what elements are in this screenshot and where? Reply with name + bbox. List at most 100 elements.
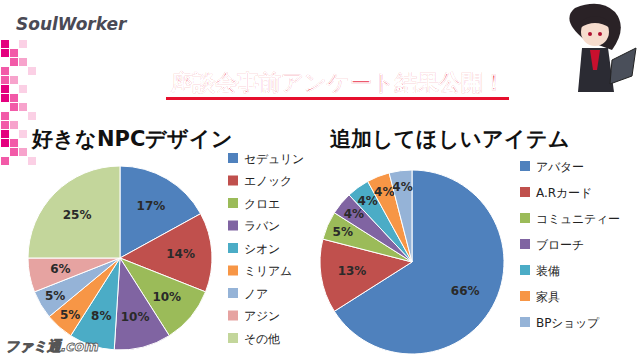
hair xyxy=(569,4,620,50)
pixel-square xyxy=(19,130,27,138)
decoration xyxy=(1,40,36,165)
pixel-square xyxy=(1,76,9,84)
legend-label: 家具 xyxy=(536,290,560,304)
data-label: 4% xyxy=(344,207,364,221)
chart-title: 追加してほしいアイテム xyxy=(330,127,570,151)
legend-label: エノック xyxy=(244,174,292,188)
pixel-square xyxy=(10,103,18,111)
legend-swatch xyxy=(228,288,238,298)
pixel-square xyxy=(1,130,9,138)
pie-slice xyxy=(389,170,412,262)
pixel-square xyxy=(1,85,9,93)
pixel-square xyxy=(1,139,9,147)
legend: アバター A.Rカードコミュニティーブローチ装備家具 BPショップ xyxy=(520,160,620,330)
legend-label: セデュリン xyxy=(244,152,304,166)
pixel-square xyxy=(19,85,27,93)
slices xyxy=(28,166,212,350)
data-labels: 17%14%10%10%8%5%5%6%25% xyxy=(45,199,195,324)
data-label: 14% xyxy=(166,247,195,261)
legend-swatch xyxy=(520,291,530,301)
data-label: 6% xyxy=(50,262,70,276)
legend-label: ブローチ xyxy=(536,238,584,252)
bangs xyxy=(580,16,610,28)
title-underline xyxy=(166,97,509,100)
legend-swatch xyxy=(228,176,238,186)
pie-chart: 追加してほしいアイテム66%13%5%4%4%4%4%アバターA.Rカードコミュ… xyxy=(320,127,620,354)
pixel-square xyxy=(10,76,18,84)
pixel-square xyxy=(28,157,36,165)
legend-label: ノア xyxy=(244,287,268,301)
legend-swatch xyxy=(520,317,530,327)
legend-swatch xyxy=(520,239,530,249)
body xyxy=(578,48,614,92)
logo: SoulWorker xyxy=(16,14,128,34)
pixel-square xyxy=(1,67,9,75)
data-label: 5% xyxy=(60,308,80,322)
pixel-square xyxy=(1,112,9,120)
data-label: 13% xyxy=(338,264,367,278)
legend-swatch xyxy=(228,243,238,253)
legend-swatch xyxy=(228,153,238,163)
ribbon xyxy=(590,50,600,70)
data-label: 10% xyxy=(152,290,181,304)
pixel-square xyxy=(10,58,18,66)
legend-swatch xyxy=(228,311,238,321)
data-label: 10% xyxy=(121,310,150,324)
character-illustration xyxy=(569,4,636,92)
legend-swatch xyxy=(520,265,530,275)
legend-label: コミュニティー xyxy=(536,212,620,226)
legend-label: BPショップ xyxy=(536,316,600,330)
legend-label: 装備 xyxy=(536,264,560,278)
legend-swatch xyxy=(228,198,238,208)
weapon xyxy=(610,48,636,84)
data-labels: 66%13%5%4%4%4%4% xyxy=(333,180,480,298)
pixel-square xyxy=(10,139,18,147)
legend-swatch xyxy=(520,187,530,197)
data-label: 5% xyxy=(333,225,353,239)
pixel-square xyxy=(19,40,27,48)
pie-slice xyxy=(114,258,169,350)
legend-label: ミリアム xyxy=(244,264,292,278)
legend-label: その他 xyxy=(244,332,280,346)
pie-slice xyxy=(28,258,120,292)
eye xyxy=(598,32,602,36)
pixel-square xyxy=(1,40,9,48)
legend-label: A.Rカード xyxy=(536,186,592,200)
pixel-square xyxy=(1,49,9,57)
data-label: 4% xyxy=(392,180,412,194)
pixel-square xyxy=(19,148,27,156)
legend-label: ラバン xyxy=(244,219,280,233)
legend-label: クロエ xyxy=(244,197,280,211)
legend-swatch xyxy=(228,333,238,343)
legend-swatch xyxy=(228,266,238,276)
legend-swatch xyxy=(520,213,530,223)
pixel-square xyxy=(10,94,18,102)
legend-label: シオン xyxy=(244,242,280,256)
stage: SoulWorker 座談会事前アンケート結果公開！ 好きなNPCデザイン 17% 14… xyxy=(0,0,640,359)
legend-swatch xyxy=(228,221,238,231)
data-label: 5% xyxy=(45,289,65,303)
slices xyxy=(320,170,504,354)
pixel-square xyxy=(1,157,9,165)
pie-slice xyxy=(28,166,120,258)
pixel-square xyxy=(10,121,18,129)
legend-label: アジン xyxy=(244,309,280,323)
pixel-square xyxy=(10,49,18,57)
watermark: ファミ通.com xyxy=(5,338,99,354)
data-label: 17% xyxy=(137,199,166,213)
data-label: 66% xyxy=(451,284,480,298)
pixel-square xyxy=(28,112,36,120)
pixel-square xyxy=(19,58,27,66)
pixel-square xyxy=(1,121,9,129)
pixel-square xyxy=(19,103,27,111)
data-label: 25% xyxy=(63,208,92,222)
pixel-square xyxy=(28,67,36,75)
chart-title: 好きなNPCデザイン xyxy=(31,127,233,151)
legend: セデュリンエノッククロエラバンシオンミリアムノアアジンその他 xyxy=(228,152,304,346)
page-title: 座談会事前アンケート結果公開！ xyxy=(170,70,505,95)
pixel-square xyxy=(10,148,18,156)
legend-label: アバター xyxy=(536,160,584,174)
pixel-square xyxy=(1,94,9,102)
background xyxy=(0,0,640,359)
legend-swatch xyxy=(520,161,530,171)
